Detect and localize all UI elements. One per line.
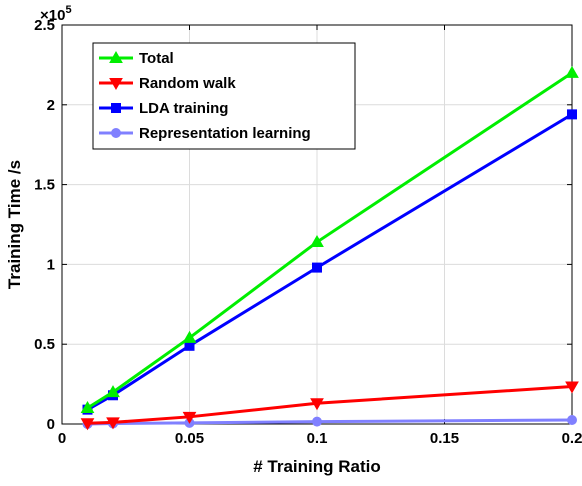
data-point xyxy=(182,411,197,424)
series-group xyxy=(80,65,579,431)
y-axis-label: Training Time /s xyxy=(5,160,24,289)
series-lda-training xyxy=(82,109,577,415)
y-tick-label: 2 xyxy=(47,97,55,114)
series-line xyxy=(87,418,573,426)
legend-item: Representation learning xyxy=(99,125,311,142)
data-point xyxy=(109,50,123,63)
data-point xyxy=(312,262,322,273)
legend-item: LDA training xyxy=(99,100,228,117)
data-point xyxy=(111,103,121,113)
series-total xyxy=(80,65,579,414)
data-point xyxy=(312,416,322,427)
legend-label: LDA training xyxy=(139,100,228,117)
y-tick-label: 1.5 xyxy=(34,177,55,194)
data-point xyxy=(565,381,579,394)
x-tick-label: 0.1 xyxy=(307,430,328,447)
x-tick-label: 0.05 xyxy=(175,430,204,447)
legend-label: Total xyxy=(139,50,174,67)
data-point xyxy=(310,398,324,411)
x-tick-label: 0.15 xyxy=(430,430,459,447)
axis-ticks: 0 0.05 0.1 0.15 0.2 0 0.5 1 1.5 2 2.5 xyxy=(34,17,582,447)
y-tick-label: 0 xyxy=(47,416,55,433)
data-point xyxy=(567,415,577,426)
data-point xyxy=(182,330,197,343)
series-line xyxy=(86,113,573,411)
legend-label: Random walk xyxy=(139,75,236,92)
y-tick-label: 1 xyxy=(47,256,55,273)
x-tick-label: 0.2 xyxy=(562,430,582,447)
legend-box xyxy=(92,42,356,150)
data-point xyxy=(106,417,120,430)
data-point xyxy=(106,385,120,398)
series-representation-learning xyxy=(82,415,577,429)
data-point xyxy=(310,235,324,248)
y-tick-label: 0.5 xyxy=(34,336,55,353)
legend: Total Random walk LDA training Representati… xyxy=(92,42,356,150)
x-axis-label: # Training Ratio xyxy=(253,457,381,476)
legend-item: Random walk xyxy=(99,75,236,92)
data-point xyxy=(80,401,95,414)
data-point xyxy=(109,78,123,91)
legend-item: Total xyxy=(99,50,174,67)
series-line xyxy=(87,384,573,425)
y-tick-label: 2.5 xyxy=(34,17,55,34)
legend-label: Representation learning xyxy=(139,125,311,142)
data-point xyxy=(111,128,121,138)
data-point xyxy=(80,418,95,431)
data-point xyxy=(565,65,579,78)
data-point xyxy=(567,109,577,120)
x-tick-label: 0 xyxy=(58,430,66,447)
series-random-walk xyxy=(80,381,579,431)
y-axis-exponent: ×105 xyxy=(40,4,72,24)
